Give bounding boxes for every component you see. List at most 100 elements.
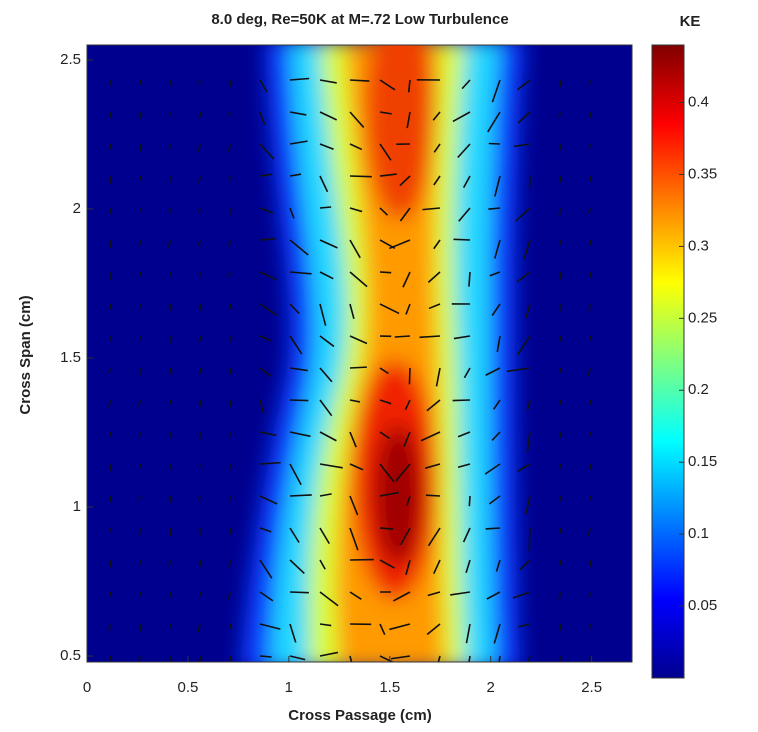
colorbar-tick-label: 0.25 bbox=[688, 309, 717, 326]
flow-arrow bbox=[109, 624, 110, 631]
flow-arrow bbox=[229, 112, 230, 116]
flow-arrow bbox=[229, 432, 230, 437]
flow-arrow bbox=[199, 432, 200, 440]
flow-arrow bbox=[229, 560, 230, 567]
flow-arrow bbox=[199, 496, 200, 501]
flow-arrow bbox=[139, 528, 140, 535]
flow-arrow bbox=[469, 272, 470, 287]
x-tick-label: 0.5 bbox=[177, 679, 198, 696]
flow-arrow bbox=[486, 528, 500, 529]
flow-arrow bbox=[290, 592, 309, 593]
flow-arrow bbox=[560, 336, 561, 341]
flow-arrow bbox=[110, 144, 111, 149]
colorbar bbox=[652, 45, 684, 678]
colorbar-tick-label: 0.35 bbox=[688, 165, 717, 182]
flow-arrow bbox=[559, 112, 560, 118]
flow-arrow bbox=[169, 176, 170, 183]
flow-arrow bbox=[110, 496, 111, 502]
flow-arrow bbox=[229, 144, 230, 152]
flow-arrow bbox=[230, 624, 231, 629]
flow-arrow bbox=[229, 240, 230, 246]
flow-arrow bbox=[589, 144, 590, 148]
flow-arrow bbox=[559, 592, 560, 600]
x-axis-label: Cross Passage (cm) bbox=[288, 707, 431, 724]
x-tick-label: 0 bbox=[83, 679, 91, 696]
flow-arrow bbox=[590, 560, 591, 567]
flow-arrow bbox=[290, 495, 312, 496]
flow-arrow bbox=[350, 80, 369, 81]
flow-arrow bbox=[589, 208, 590, 214]
flow-arrow bbox=[200, 304, 201, 310]
flow-arrow bbox=[199, 176, 200, 183]
flow-arrow bbox=[290, 400, 308, 401]
y-axis-label: Cross Span (cm) bbox=[17, 295, 34, 414]
flow-arrow bbox=[110, 112, 111, 118]
flow-arrow bbox=[590, 464, 591, 469]
flow-arrow bbox=[110, 560, 111, 567]
flow-arrow bbox=[200, 368, 201, 374]
flow-arrow bbox=[589, 80, 590, 85]
colorbar-tick-label: 0.15 bbox=[688, 453, 717, 470]
flow-arrow bbox=[350, 367, 367, 368]
flow-arrow bbox=[560, 560, 561, 565]
flow-arrow bbox=[589, 304, 590, 311]
flow-arrow bbox=[169, 560, 170, 566]
flow-arrow bbox=[110, 176, 111, 184]
flow-arrow bbox=[200, 400, 201, 406]
colorbar-label: KE bbox=[680, 13, 701, 30]
flow-arrow bbox=[140, 144, 141, 151]
flow-arrow bbox=[169, 144, 170, 149]
flow-arrow bbox=[230, 304, 231, 309]
flow-arrow bbox=[139, 432, 140, 437]
flow-arrow bbox=[110, 592, 111, 596]
flow-arrow bbox=[560, 368, 561, 373]
x-tick-label: 2 bbox=[487, 679, 495, 696]
flow-arrow bbox=[590, 240, 591, 245]
flow-arrow bbox=[229, 272, 230, 277]
y-tick-label: 1.5 bbox=[60, 349, 81, 366]
flow-arrow bbox=[139, 400, 140, 406]
flow-arrow bbox=[169, 208, 170, 214]
flow-arrow bbox=[589, 656, 590, 662]
flow-arrow bbox=[590, 176, 591, 182]
flow-arrow bbox=[139, 656, 140, 662]
flow-arrow bbox=[469, 496, 470, 506]
flow-arrow bbox=[560, 80, 561, 87]
flow-arrow bbox=[559, 208, 560, 216]
flow-arrow bbox=[380, 528, 393, 529]
colorbar-tick-label: 0.2 bbox=[688, 381, 709, 398]
y-tick-label: 2 bbox=[73, 200, 81, 217]
flow-arrow bbox=[229, 176, 230, 181]
flow-arrow bbox=[170, 496, 171, 502]
flow-arrow bbox=[140, 176, 141, 180]
flow-arrow bbox=[320, 207, 331, 208]
colorbar-tick-label: 0.3 bbox=[688, 237, 709, 254]
flow-arrow bbox=[426, 495, 440, 496]
flow-arrow bbox=[139, 496, 140, 500]
flow-arrow bbox=[169, 112, 170, 117]
colorbar-tick-label: 0.05 bbox=[688, 597, 717, 614]
flow-arrow bbox=[395, 336, 410, 337]
flow-arrow bbox=[350, 176, 372, 177]
flow-arrow bbox=[590, 272, 591, 278]
flow-arrow bbox=[560, 176, 561, 182]
flow-arrow bbox=[453, 239, 470, 240]
chart-title: 8.0 deg, Re=50K at M=.72 Low Turbulence bbox=[211, 11, 508, 28]
flow-arrow bbox=[170, 528, 171, 536]
colorbar-tick-label: 0.1 bbox=[688, 525, 709, 542]
colorbar-tick-label: 0.4 bbox=[688, 94, 709, 111]
y-tick-label: 2.5 bbox=[60, 51, 81, 68]
x-tick-label: 1.5 bbox=[379, 679, 400, 696]
x-tick-label: 2.5 bbox=[581, 679, 602, 696]
flow-arrow bbox=[453, 400, 470, 401]
flow-arrow bbox=[230, 656, 231, 661]
flow-arrow bbox=[109, 400, 110, 407]
contour-field bbox=[80, 0, 640, 679]
flow-arrow bbox=[109, 368, 110, 373]
flow-arrow bbox=[170, 368, 171, 374]
y-tick-label: 0.5 bbox=[60, 647, 81, 664]
x-tick-label: 1 bbox=[285, 679, 293, 696]
flow-arrow bbox=[199, 80, 200, 84]
flow-arrow bbox=[529, 528, 530, 551]
y-tick-label: 1 bbox=[73, 498, 81, 515]
